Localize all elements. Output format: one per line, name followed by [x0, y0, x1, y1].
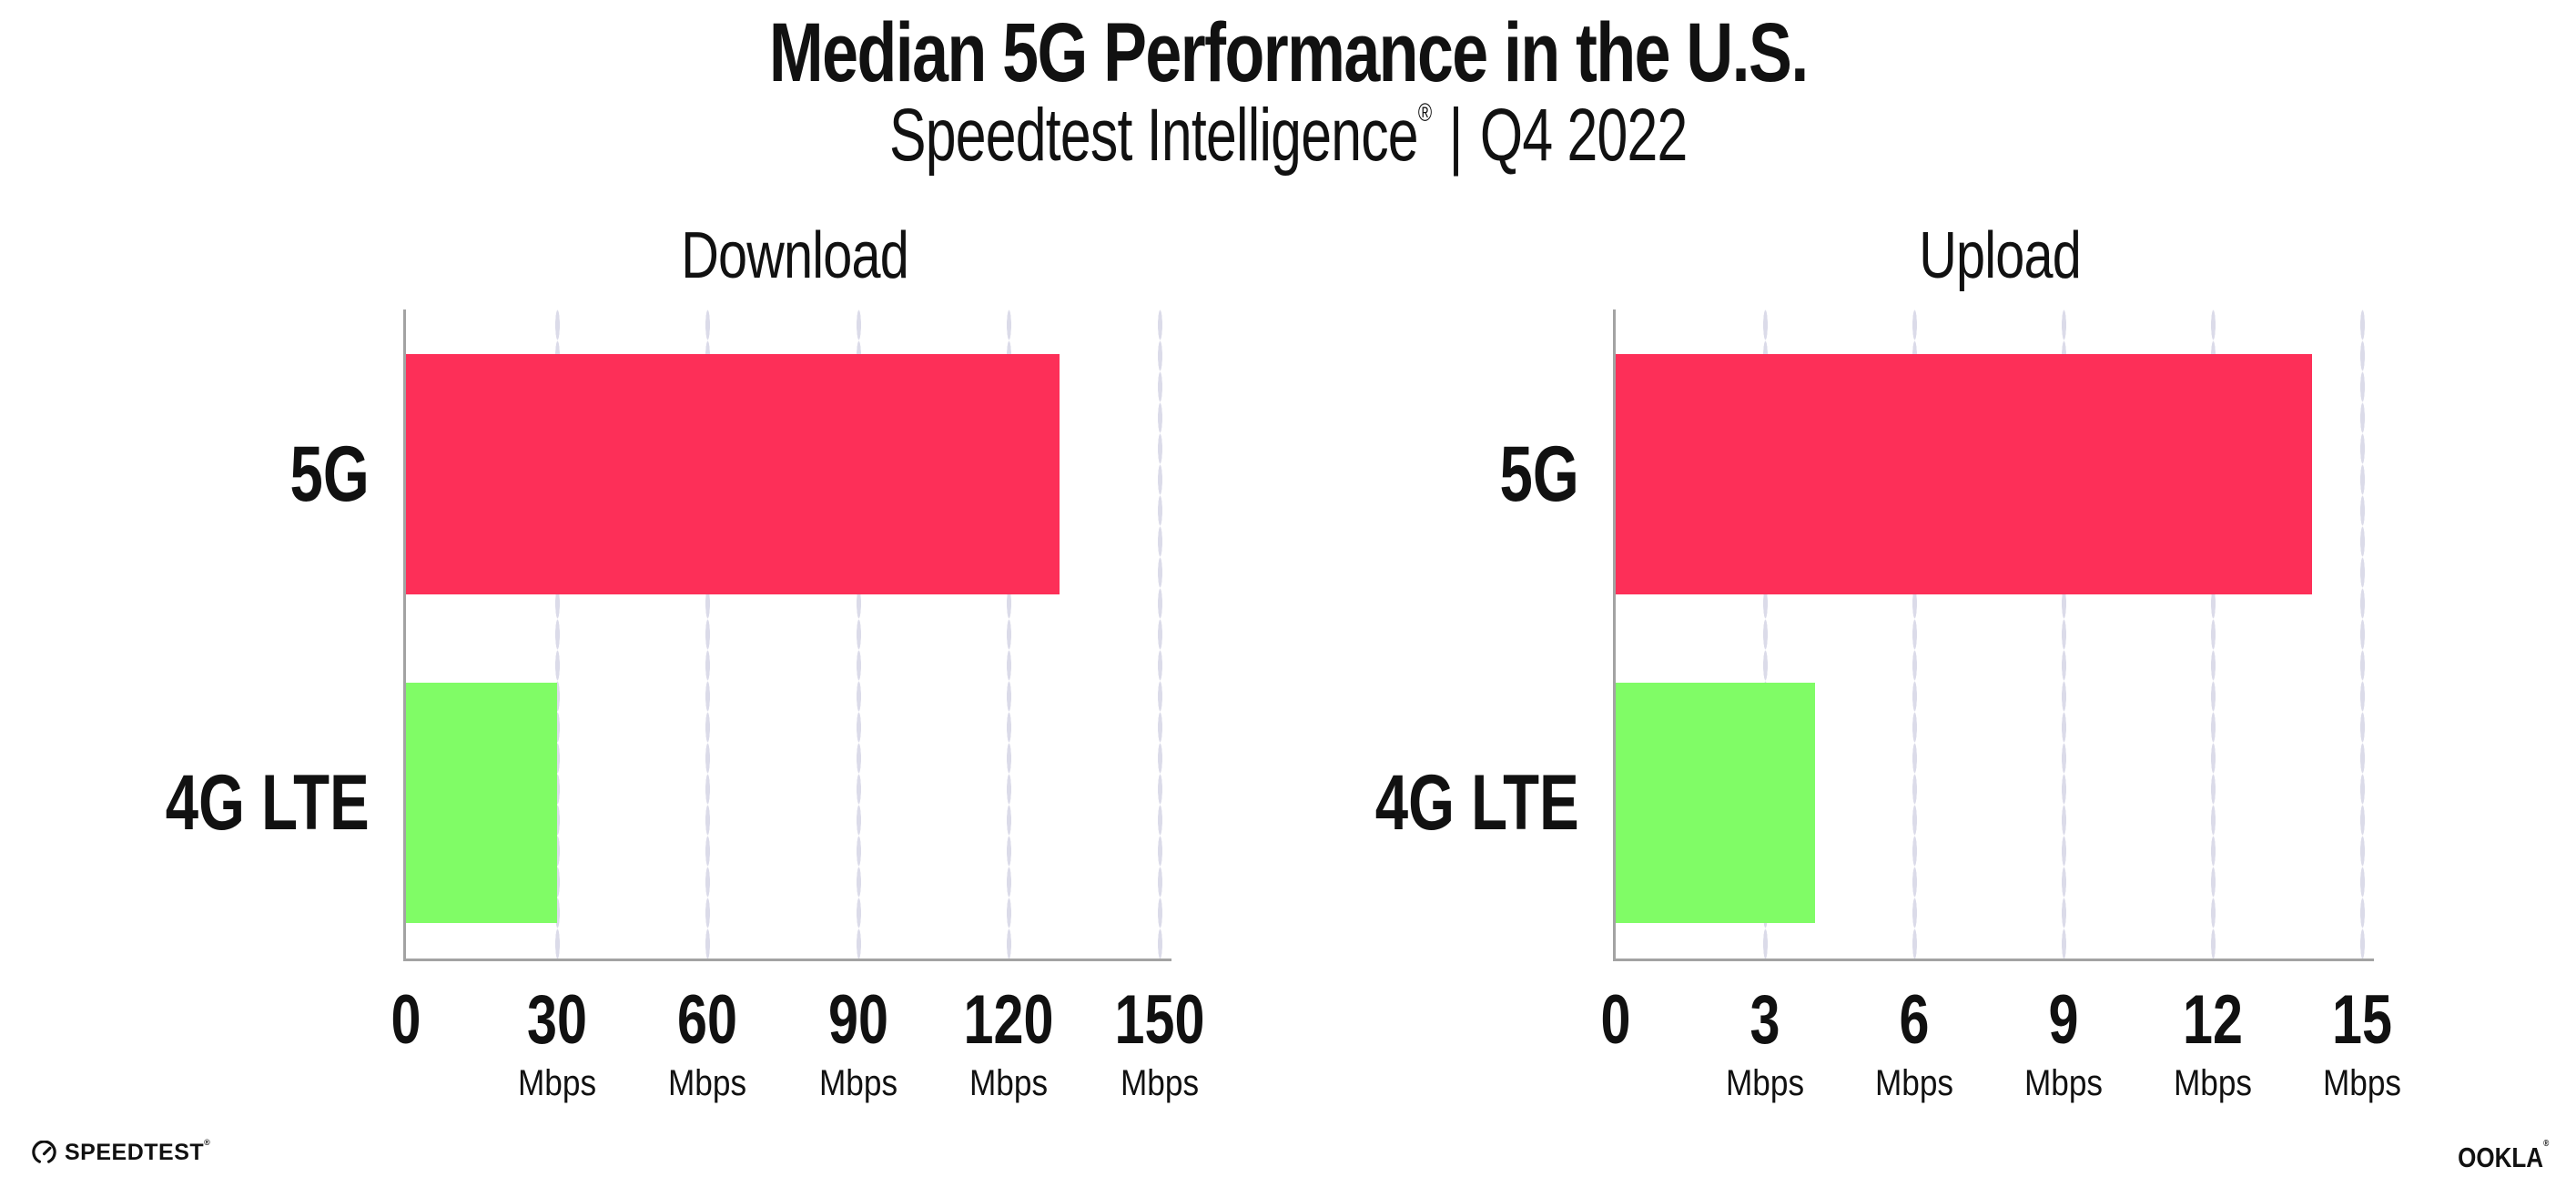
x-tick-unit: Mbps [517, 1063, 596, 1103]
x-tick-value: 3 [1749, 981, 1780, 1059]
subtitle-brand: Speedtest Intelligence [888, 94, 1419, 177]
x-tick-150: 150 Mbps [1102, 980, 1218, 1104]
x-tick-unit: Mbps [668, 1063, 747, 1103]
x-tick-unit: Mbps [1874, 1063, 1954, 1103]
x-tick-9: 9 Mbps [2019, 980, 2108, 1104]
category-label-text: 4G LTE [166, 758, 370, 847]
x-tick-12: 12 Mbps [2168, 980, 2257, 1104]
x-tick-value: 9 [2048, 981, 2079, 1059]
registered-mark: ® [1417, 98, 1432, 127]
gridline-6 [1912, 309, 1917, 959]
x-tick-90: 90 Mbps [814, 980, 903, 1104]
category-label-text: 5G [289, 430, 370, 518]
x-tick-value: 30 [526, 981, 587, 1059]
download-plot-area: 0 30 Mbps 60 Mbps 90 Mbps 120 Mbps 150 Mbps 5G 4G LT… [166, 309, 1204, 1103]
x-tick-unit: Mbps [2023, 1063, 2104, 1103]
category-label-4g-lte: 4G LTE [1106, 683, 1579, 923]
category-label-5g: 5G [1106, 354, 1579, 594]
bar-4g-lte-upload [1616, 683, 1815, 923]
category-label-5g: 5G [0, 354, 370, 594]
upload-chart-title: Upload [1919, 219, 2082, 292]
x-tick-value: 90 [827, 981, 888, 1059]
x-tick-unit: Mbps [2173, 1063, 2253, 1103]
x-tick-3: 3 Mbps [1720, 980, 1810, 1104]
upload-plot-area: 0 3 Mbps 6 Mbps 9 Mbps 12 Mbps 15 Mbps 5G 4G LTE [1375, 309, 2401, 1103]
x-tick-0: 0 [1597, 980, 1635, 1060]
category-label-text: 5G [1499, 430, 1579, 518]
download-chart-title: Download [681, 219, 909, 292]
ookla-logo: OOKLA® [2440, 1139, 2549, 1174]
page-subtitle-text: Speedtest Intelligence® | Q4 2022 [889, 93, 1688, 178]
speedtest-wordmark: SPEEDTEST® [65, 1138, 211, 1165]
subtitle-period: Q4 2022 [1479, 94, 1688, 177]
x-tick-value: 120 [963, 981, 1054, 1059]
gridline-15 [2360, 309, 2365, 959]
page-title-text: Median 5G Performance in the U.S. [768, 6, 1809, 99]
x-tick-unit: Mbps [1725, 1063, 1805, 1103]
x-tick-unit: Mbps [969, 1063, 1049, 1103]
x-tick-value: 150 [1114, 981, 1205, 1059]
subtitle-separator: | [1448, 94, 1463, 177]
gridline-9 [2062, 309, 2066, 959]
x-tick-value: 60 [677, 981, 738, 1059]
x-tick-unit: Mbps [1120, 1063, 1200, 1103]
x-tick-120: 120 Mbps [951, 980, 1067, 1104]
page-title: Median 5G Performance in the U.S. [0, 5, 2576, 101]
download-x-axis-line [403, 959, 1171, 961]
x-tick-30: 30 Mbps [512, 980, 602, 1104]
bar-5g-upload [1616, 354, 2313, 594]
x-tick-unit: Mbps [2322, 1063, 2402, 1103]
x-tick-value: 6 [1899, 981, 1930, 1059]
category-label-4g-lte: 4G LTE [0, 683, 370, 923]
x-tick-0: 0 [387, 980, 425, 1060]
gridline-120 [1007, 309, 1012, 959]
gridline-30 [554, 309, 560, 959]
ookla-registered-mark: ® [2542, 1139, 2549, 1149]
x-tick-value: 0 [1600, 981, 1631, 1059]
category-label-text: 4G LTE [1375, 758, 1579, 847]
gridline-90 [856, 309, 861, 959]
gridline-60 [705, 309, 711, 959]
speedtest-gauge-icon [32, 1141, 56, 1163]
upload-x-axis-line [1613, 959, 2374, 961]
gridline-150 [1158, 309, 1162, 959]
x-tick-6: 6 Mbps [1870, 980, 1959, 1104]
ookla-wordmark: OOKLA® [2457, 1139, 2549, 1173]
x-tick-15: 15 Mbps [2317, 980, 2407, 1104]
x-tick-value: 12 [2183, 981, 2243, 1059]
bar-5g-download [406, 354, 1060, 594]
x-tick-unit: Mbps [818, 1063, 898, 1103]
bar-4g-lte-download [406, 683, 557, 923]
speedtest-registered-mark: ® [204, 1138, 211, 1147]
gridline-3 [1763, 309, 1768, 959]
page-subtitle: Speedtest Intelligence® | Q4 2022 [0, 93, 2576, 178]
x-tick-60: 60 Mbps [663, 980, 752, 1104]
speedtest-logo: SPEEDTEST® [32, 1138, 211, 1166]
gridline-12 [2211, 309, 2216, 959]
x-tick-value: 15 [2332, 981, 2392, 1059]
x-tick-value: 0 [390, 981, 421, 1059]
